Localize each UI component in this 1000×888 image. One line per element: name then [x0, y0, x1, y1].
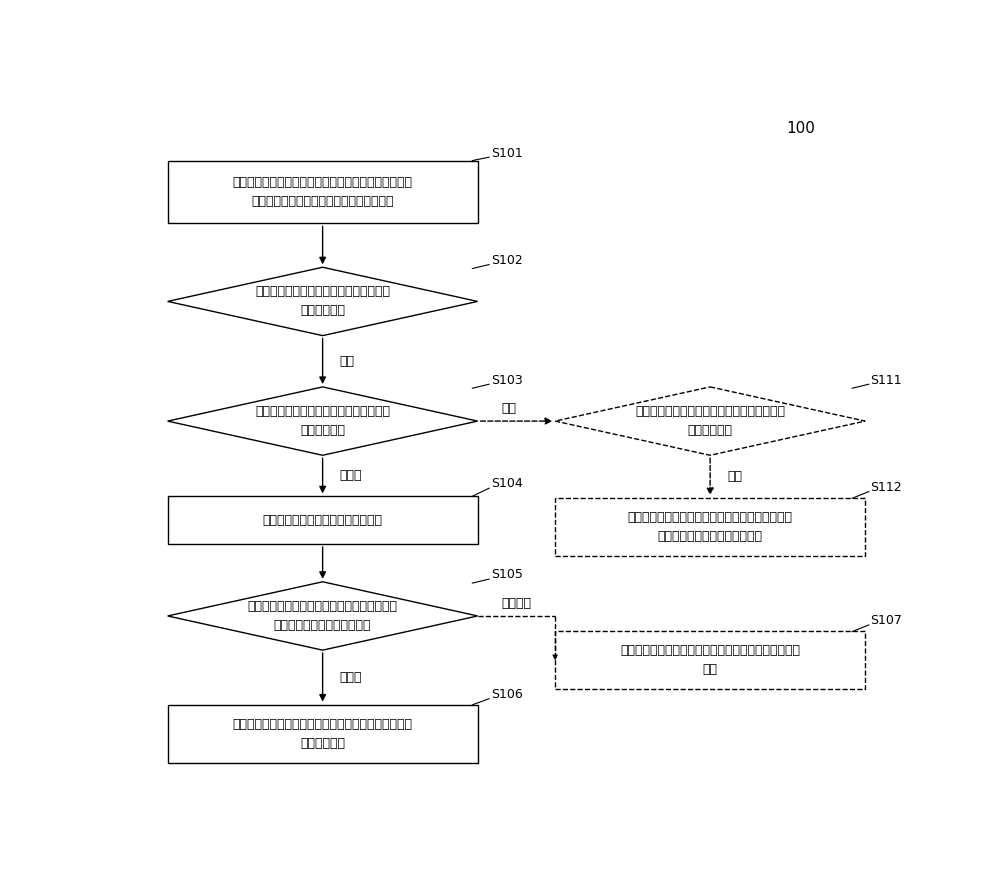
Text: 100: 100: [786, 121, 815, 136]
Text: S105: S105: [491, 568, 523, 582]
Text: S102: S102: [491, 254, 523, 267]
Text: 确定本机的缓存池中是否存在历史配置文件的
历史执行结果: 确定本机的缓存池中是否存在历史配置文件的 历史执行结果: [635, 405, 785, 437]
Text: 检测本机是否存在历史名称与名称相同的
历史配置文件: 检测本机是否存在历史名称与名称相同的 历史配置文件: [255, 285, 390, 317]
Bar: [168, 496, 478, 544]
Polygon shape: [555, 387, 865, 456]
Polygon shape: [168, 267, 478, 336]
Text: 接收到浏览器针对目标网页的发送的访问请求
时，确定目标网页是否被更新: 接收到浏览器针对目标网页的发送的访问请求 时，确定目标网页是否被更新: [248, 600, 398, 632]
Text: S107: S107: [871, 614, 902, 627]
Text: S106: S106: [491, 688, 523, 702]
Text: S101: S101: [491, 147, 523, 160]
Text: 存在: 存在: [340, 355, 355, 368]
Text: S104: S104: [491, 478, 523, 490]
Text: 在本机渲染更新后的目标网页，以生成被提供至浏览器
的可观看网页: 在本机渲染更新后的目标网页，以生成被提供至浏览器 的可观看网页: [233, 718, 413, 749]
Text: 检测历史配置文件的历史识别标识与识别
标识是否相同: 检测历史配置文件的历史识别标识与识别 标识是否相同: [255, 405, 390, 437]
Text: 不相同: 不相同: [340, 469, 362, 482]
Text: 响应于从服务提供方接收到针对目标网页的至少部分的
配置文件，读取配置文件的名称和识别标识: 响应于从服务提供方接收到针对目标网页的至少部分的 配置文件，读取配置文件的名称和…: [233, 176, 413, 208]
Bar: [168, 704, 478, 763]
Text: 在本机渲染目标网页，以生成被提供至浏览器的可观看
网页: 在本机渲染目标网页，以生成被提供至浏览器的可观看 网页: [620, 645, 800, 677]
Bar: [168, 161, 478, 224]
Text: S111: S111: [871, 374, 902, 386]
Text: 被更新: 被更新: [340, 670, 362, 684]
Text: 相同: 相同: [501, 402, 516, 416]
Bar: [555, 631, 865, 689]
Text: 执行配置文件以对至少部分进行更新: 执行配置文件以对至少部分进行更新: [263, 514, 383, 527]
Text: 从缓存池中调用历史执行结果，以替代配置文件的
执行，拒绝对至少部分进行更新: 从缓存池中调用历史执行结果，以替代配置文件的 执行，拒绝对至少部分进行更新: [628, 511, 793, 543]
Text: 未被更新: 未被更新: [501, 597, 531, 610]
Bar: [555, 498, 865, 556]
Text: 存在: 存在: [727, 470, 742, 483]
Polygon shape: [168, 387, 478, 456]
Polygon shape: [168, 582, 478, 650]
Text: S112: S112: [871, 481, 902, 494]
Text: S103: S103: [491, 374, 523, 386]
